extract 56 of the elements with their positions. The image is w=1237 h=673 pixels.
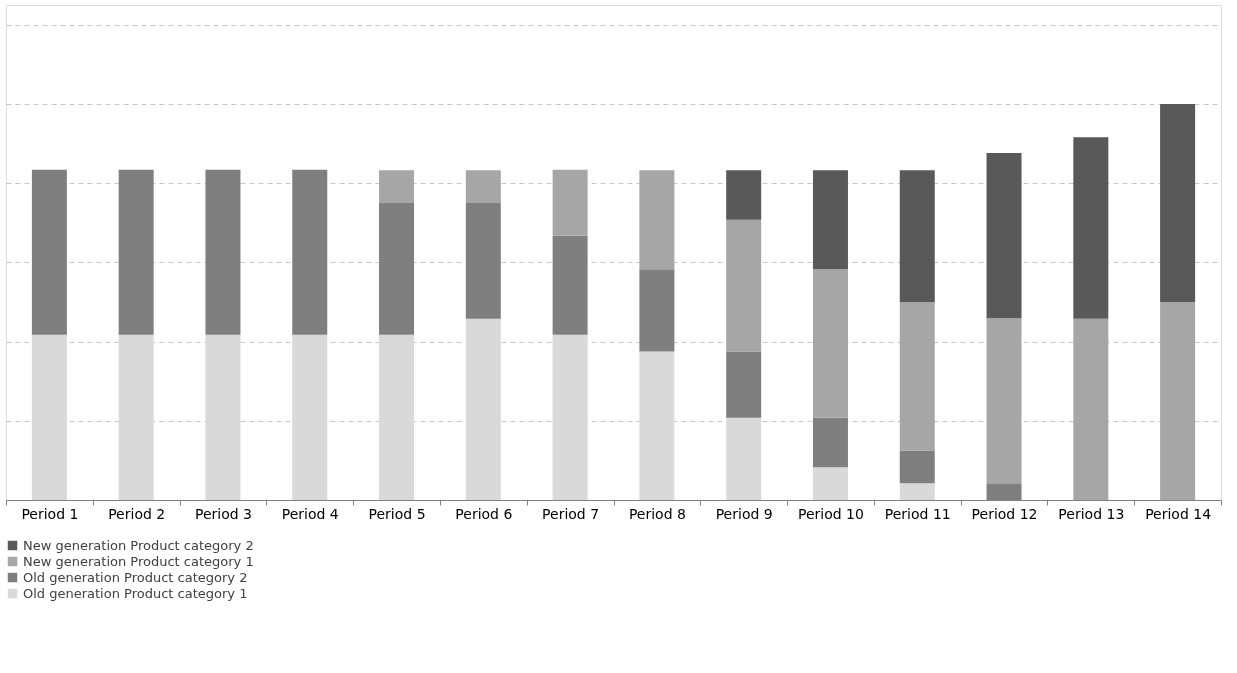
bar — [552, 169, 588, 236]
bar — [726, 219, 762, 352]
bar — [379, 334, 415, 500]
x-tick-label: Period 2 — [108, 505, 166, 522]
bar — [899, 450, 935, 484]
bar — [812, 269, 848, 418]
x-tick-label: Period 13 — [1058, 505, 1125, 522]
x-tick-label: Period 9 — [715, 505, 773, 522]
x-tick-label: Period 8 — [628, 505, 686, 522]
bar — [552, 334, 588, 500]
bar — [899, 483, 935, 500]
bar — [986, 153, 1022, 319]
bar — [726, 351, 762, 418]
bar — [639, 351, 675, 500]
bar — [812, 467, 848, 500]
bar — [292, 334, 328, 500]
bar — [205, 169, 241, 335]
bar — [899, 302, 935, 451]
bar — [1073, 137, 1109, 319]
bar — [31, 169, 67, 335]
bar — [205, 334, 241, 500]
bar — [812, 170, 848, 270]
bar — [899, 170, 935, 302]
x-tick-label: Period 3 — [194, 505, 252, 522]
x-tick-label: Period 5 — [368, 505, 426, 522]
bar — [465, 170, 501, 203]
bar — [812, 417, 848, 468]
bar — [31, 334, 67, 500]
bar — [1160, 302, 1196, 500]
legend-label: Old generation Product category 1 — [23, 585, 248, 601]
bar — [639, 170, 675, 270]
x-tick-label: Period 6 — [455, 505, 513, 522]
bar — [1160, 104, 1196, 302]
legend-label: New generation Product category 1 — [23, 553, 254, 569]
bar — [552, 235, 588, 335]
bar — [639, 269, 675, 352]
bar — [726, 170, 762, 220]
bar — [118, 169, 154, 335]
x-tick-label: Period 11 — [884, 505, 951, 522]
bar — [986, 318, 1022, 484]
x-tick-label: Period 12 — [971, 505, 1038, 522]
bar — [1073, 318, 1109, 500]
x-tick-label: Period 14 — [1145, 505, 1212, 522]
legend-label: New generation Product category 2 — [23, 537, 254, 553]
bar — [379, 170, 415, 203]
bar — [465, 203, 501, 319]
x-tick-label: Period 10 — [798, 505, 864, 522]
x-tick-label: Period 1 — [21, 505, 79, 522]
bar — [465, 318, 501, 500]
bar — [292, 169, 328, 335]
bar — [379, 203, 415, 335]
bar — [118, 334, 154, 500]
x-tick-label: Period 4 — [281, 505, 339, 522]
x-tick-label: Period 7 — [542, 505, 600, 522]
legend-label: Old generation Product category 2 — [23, 569, 248, 585]
bar — [726, 417, 762, 500]
